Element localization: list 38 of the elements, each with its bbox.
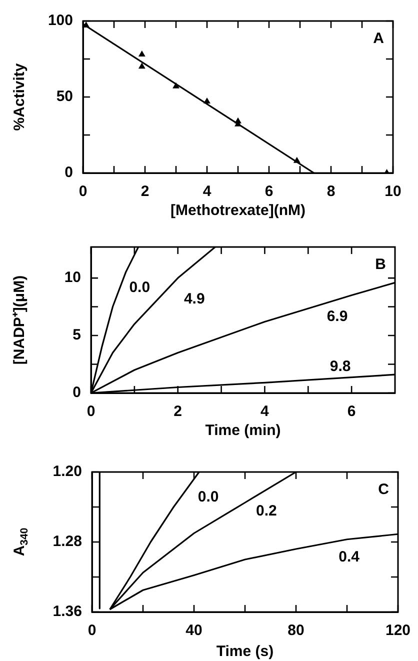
series-label: 0.2 — [256, 502, 277, 520]
x-axis-title: Time (s) — [216, 643, 274, 660]
x-tick-label: 6 — [264, 183, 274, 200]
annotation: C — [378, 481, 390, 498]
x-tick-label: 40 — [186, 622, 202, 640]
series-label: 0.4 — [338, 548, 360, 566]
annotation: A — [373, 30, 384, 48]
x-axis-title: [Methotrexate](nM) — [170, 202, 306, 220]
x-tick-label: 4 — [202, 183, 212, 200]
series-label: 6.9 — [326, 308, 348, 326]
series-label: 9.8 — [330, 358, 351, 375]
y-axis-title: A340 — [11, 528, 30, 556]
series-label: 4.9 — [184, 290, 205, 308]
y-tick-label: 10 — [64, 269, 81, 286]
x-tick-label: 80 — [288, 622, 304, 640]
legend-label: 0.0 — [198, 488, 219, 506]
annotation: B — [375, 256, 386, 274]
y-tick-label: 50 — [56, 88, 73, 106]
y-axis-title: %Activity — [11, 62, 28, 131]
x-tick-label: 6 — [347, 403, 356, 420]
x-tick-label: 8 — [326, 183, 336, 200]
y-tick-label: 1.36 — [52, 603, 82, 620]
y-tick-label: 5 — [72, 326, 81, 344]
y-tick-label: 100 — [48, 12, 73, 30]
y-tick-label: 0 — [64, 164, 73, 182]
x-tick-label: 0 — [88, 622, 96, 640]
x-tick-label: 2 — [174, 403, 182, 420]
series-label: 0.0 — [129, 279, 150, 296]
x-tick-label: 2 — [140, 183, 150, 200]
y-tick-label: 1.28 — [52, 533, 82, 550]
x-tick-label: 120 — [385, 622, 411, 640]
x-axis-title: Time (min) — [205, 422, 281, 440]
x-tick-label: 10 — [384, 183, 402, 200]
y-axis-title: [NADP⁺](μM) — [11, 275, 28, 365]
y-tick-label: 0 — [72, 384, 81, 402]
y-tick-label: 1.20 — [52, 463, 82, 480]
x-tick-label: 0 — [86, 403, 96, 420]
x-tick-label: 4 — [260, 403, 270, 420]
